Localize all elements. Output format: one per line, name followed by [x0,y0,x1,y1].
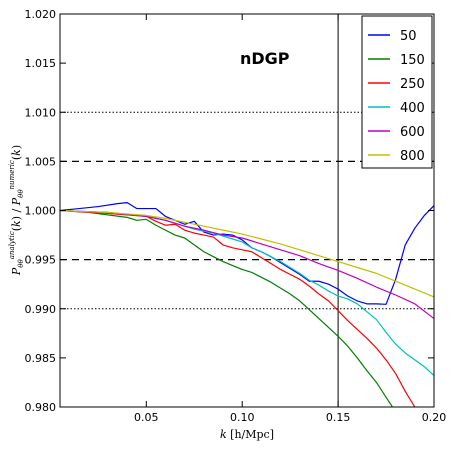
x-tick-label: 0.15 [326,411,351,424]
legend-label-50: 50 [400,29,417,44]
y-tick-label: 1.020 [25,8,57,21]
reference-lines [60,14,434,407]
y-axis-label: Pθθanalytic(k) / Pθθnumeric(k) [8,145,25,276]
y-tick-label: 0.990 [25,303,57,316]
y-tick-label: 1.000 [25,205,57,218]
y-tick-label: 0.980 [25,401,57,414]
legend: 50 150 250 400 600 800 [361,15,433,169]
legend-label-150: 150 [400,53,425,68]
annotation-label: nDGP [240,49,290,68]
series-line-250 [60,209,416,407]
x-tick-label: 0.05 [134,411,159,424]
x-axis-label-unit: [h/Mpc] [230,428,274,441]
y-tick-label: 0.995 [25,254,57,267]
series-line-800 [60,209,434,298]
y-tick-label: 1.005 [25,155,57,168]
legend-label-800: 800 [400,149,425,164]
legend-label-250: 250 [400,77,425,92]
series-layer [60,202,434,407]
ticks-layer: 0.05 0.10 0.15 0.20 0.980 0.985 0.990 0.995 1.00… [25,8,447,424]
x-axis-label: k [h/Mpc] [220,428,274,441]
y-tick-label: 0.985 [25,352,57,365]
y-tick-label: 1.015 [25,57,57,70]
x-tick-label: 0.10 [230,411,255,424]
y-tick-label: 1.010 [25,106,57,119]
legend-frame [361,15,433,169]
series-line-150 [60,209,394,407]
legend-label-400: 400 [400,101,425,116]
x-axis-label-k: k [220,428,227,441]
series-line-600 [60,209,434,320]
x-tick-label: 0.20 [422,411,447,424]
legend-label-600: 600 [400,125,425,140]
